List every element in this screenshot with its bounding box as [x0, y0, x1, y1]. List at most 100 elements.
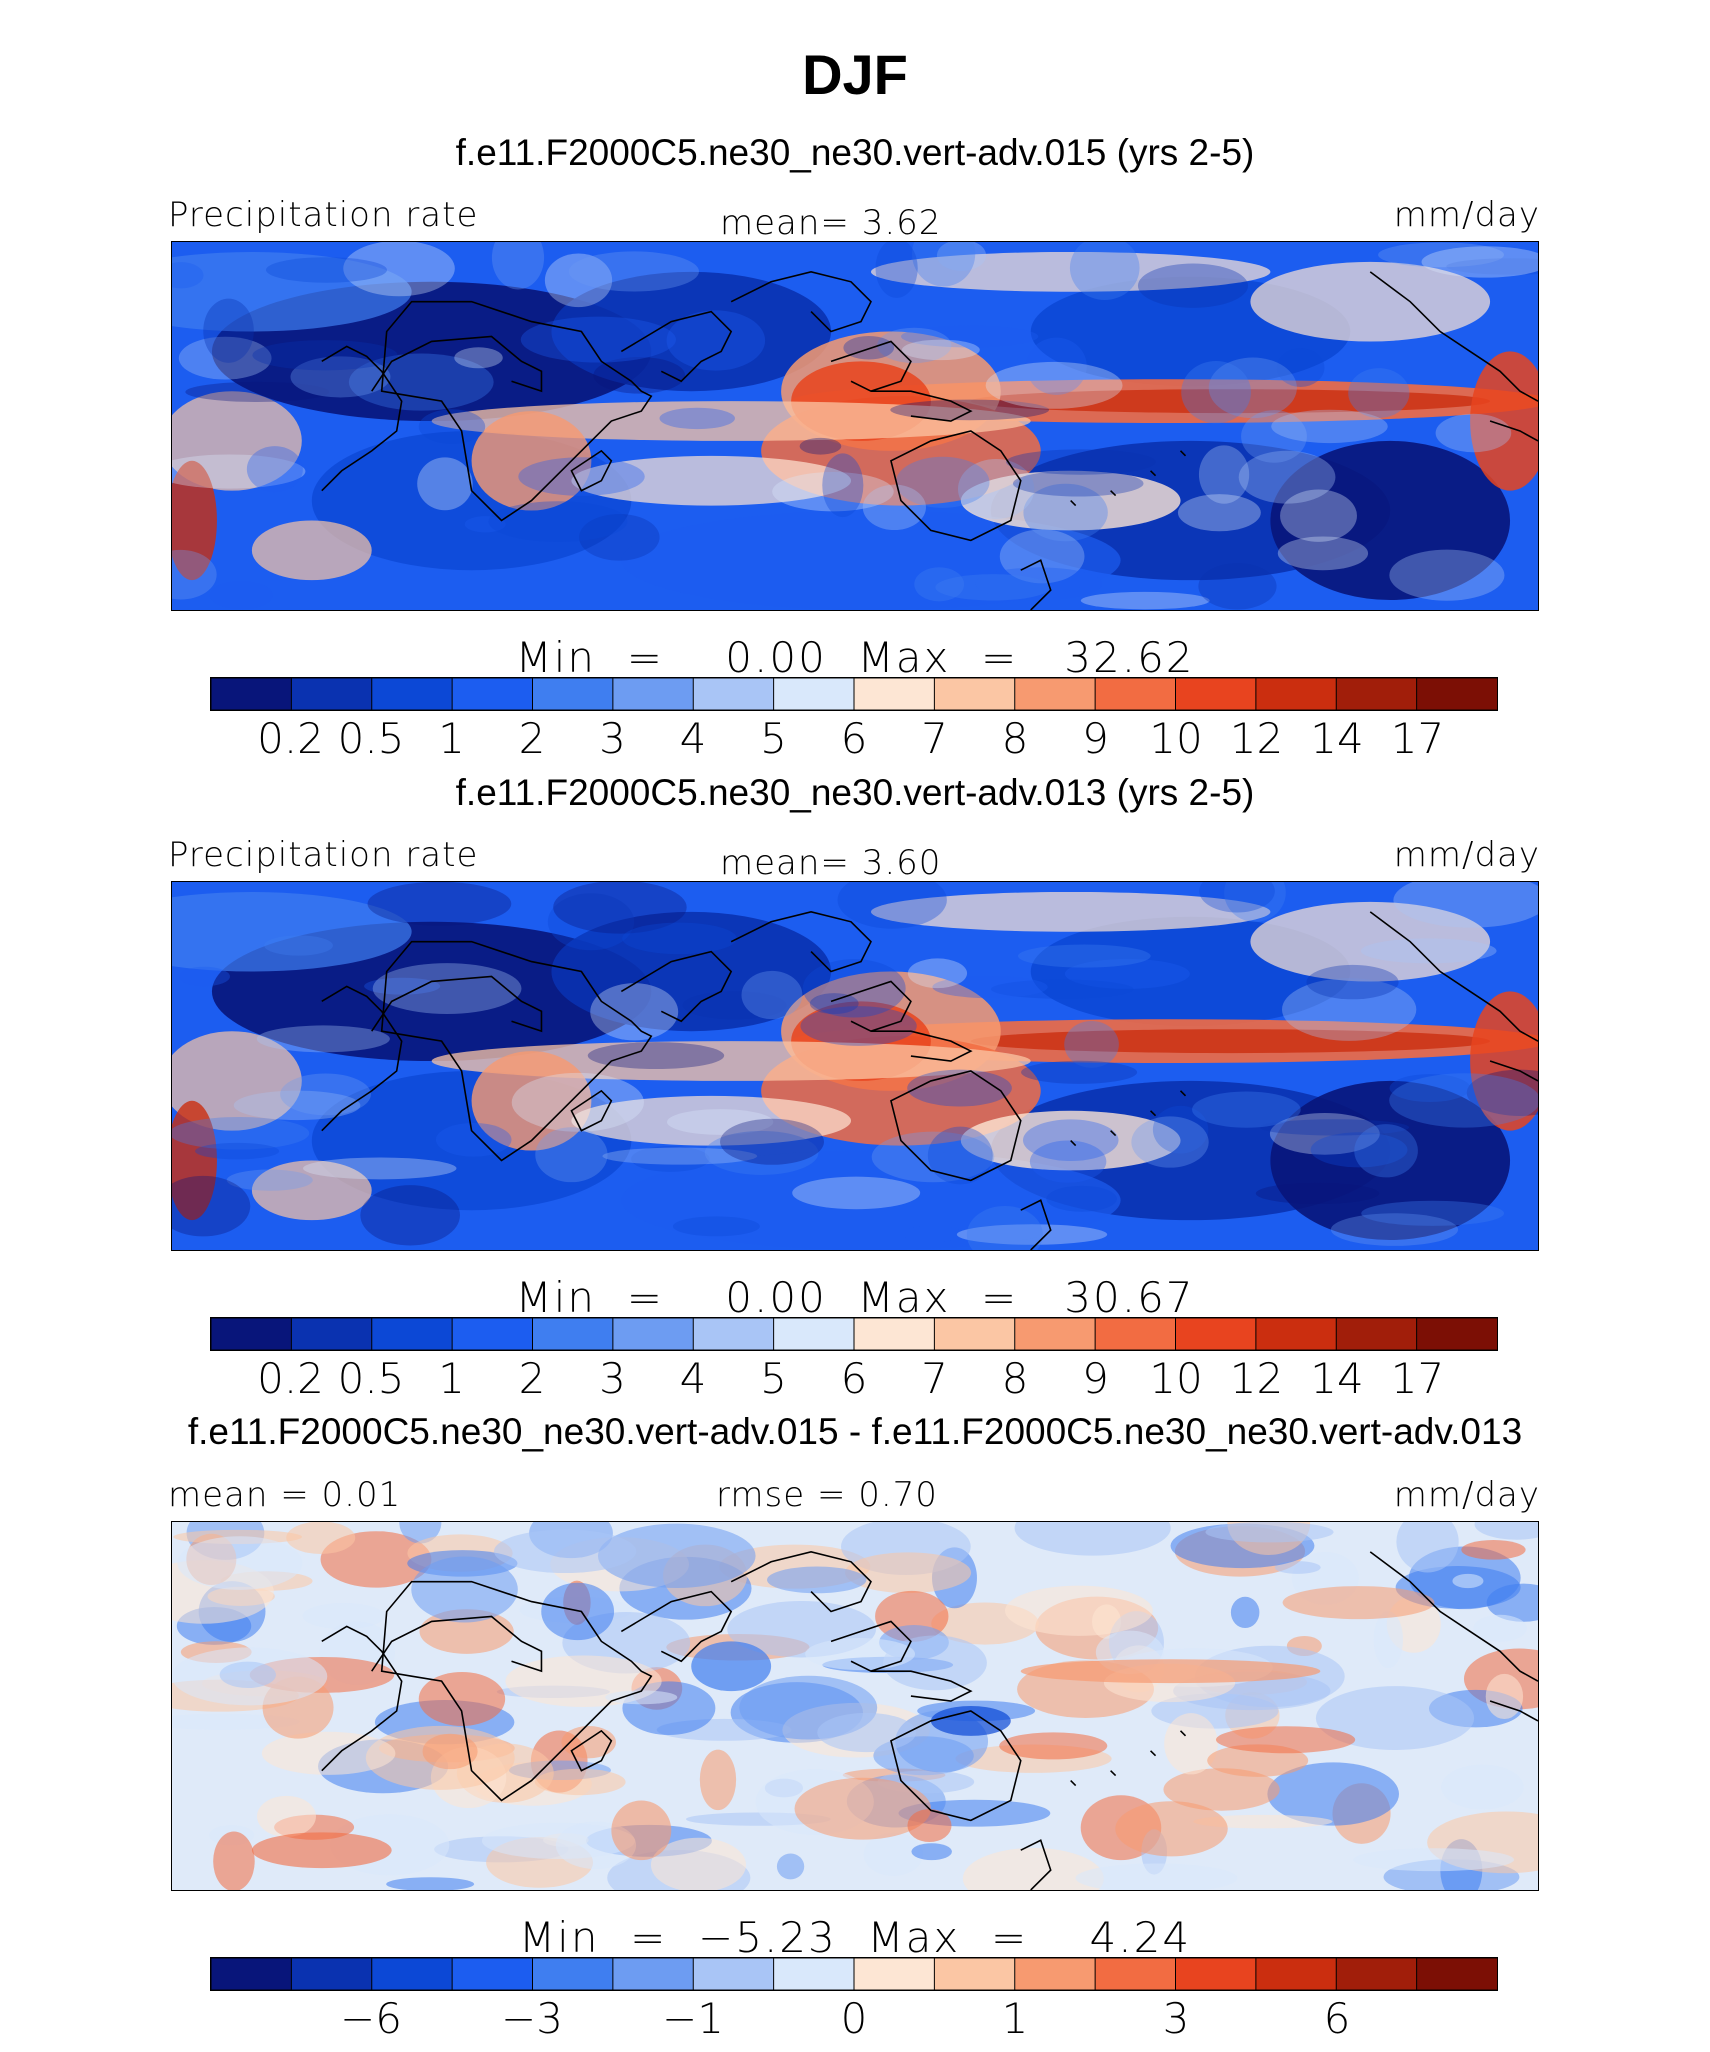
- coastline: [620, 950, 733, 1023]
- colorbar-box: [612, 1318, 695, 1350]
- field-contour: [471, 1051, 592, 1151]
- field-contour: [1046, 1185, 1117, 1212]
- colorbar-box: [371, 678, 454, 710]
- colorbar-tick-label: 10: [1149, 714, 1203, 763]
- field-contour: [561, 1726, 616, 1759]
- field-contour: [280, 1073, 371, 1116]
- colorbar-tick-label: 5: [760, 1354, 787, 1403]
- field-contour: [966, 1205, 1043, 1250]
- field-contour: [571, 1095, 852, 1146]
- field-contour: [1255, 1182, 1380, 1205]
- colorbar-box: [1416, 1318, 1497, 1350]
- field-contour: [454, 347, 503, 369]
- field-contour: [1215, 1726, 1356, 1754]
- field-contour: [1069, 242, 1140, 300]
- field-contour: [1435, 413, 1512, 453]
- field-contour: [877, 327, 952, 364]
- field-contour: [1023, 483, 1108, 542]
- field-contour: [1396, 1522, 1459, 1573]
- field-contour: [534, 1768, 626, 1796]
- field-contour: [907, 1808, 952, 1843]
- field-contour: [970, 389, 1491, 414]
- coastline: [1020, 1839, 1052, 1890]
- field-contour: [1470, 991, 1538, 1131]
- field-contour: [962, 1847, 1104, 1890]
- colorbar-box: [1255, 678, 1338, 710]
- field-contour: [172, 454, 306, 489]
- field-contour: [264, 935, 333, 956]
- field-contour: [252, 340, 398, 371]
- field-contour: [666, 310, 766, 371]
- field-contour: [178, 336, 272, 380]
- colorbar-box: [451, 1958, 534, 1990]
- colorbar-tick-label: 0.5: [337, 1354, 405, 1403]
- field-contour: [605, 1690, 678, 1705]
- panel-1-field: [172, 242, 1538, 610]
- field-contour: [621, 510, 1121, 610]
- colorbar-tick-label: 12: [1229, 714, 1284, 763]
- field-contour: [975, 567, 1103, 601]
- coastline: [870, 1030, 973, 1062]
- field-contour: [1389, 549, 1505, 601]
- panel-2-colorbar: [210, 1317, 1498, 1351]
- field-contour: [862, 484, 926, 531]
- colorbar-box: [211, 1318, 293, 1350]
- field-contour: [1205, 1522, 1334, 1543]
- field-contour: [1020, 1659, 1321, 1684]
- colorbar-tick-label: 0.2: [257, 1354, 324, 1403]
- colorbar-box: [290, 678, 373, 710]
- coastline: [1489, 1700, 1538, 1722]
- colorbar-tick-label: −1: [662, 1994, 724, 2043]
- coastline: [1369, 1551, 1538, 1682]
- field-contour: [845, 1552, 972, 1594]
- field-contour: [1373, 1611, 1404, 1668]
- field-contour: [622, 922, 737, 955]
- colorbar-box: [1094, 1318, 1177, 1350]
- field-contour: [1389, 1073, 1538, 1128]
- field-contour: [1446, 258, 1538, 275]
- field-contour: [203, 298, 254, 363]
- panel-3-minmax: Min = −5.23 Max = 4.24: [518, 1913, 1192, 1962]
- field-contour: [471, 411, 592, 511]
- colorbar-box: [1175, 1318, 1257, 1350]
- colorbar-tick-label: 0.5: [337, 714, 405, 763]
- field-contour: [587, 1042, 725, 1070]
- panel-2-variable-label: Precipitation rate: [168, 835, 479, 875]
- field-contour: [172, 1031, 302, 1131]
- colorbar-tick-label: 2: [518, 1354, 546, 1403]
- colorbar-box: [692, 1318, 775, 1350]
- field-contour: [1473, 1614, 1527, 1642]
- field-contour: [481, 1822, 636, 1859]
- colorbar-box: [1255, 1958, 1338, 1990]
- field-contour: [1026, 337, 1087, 395]
- field-contour: [895, 456, 990, 508]
- field-contour: [956, 1224, 1108, 1245]
- panel-1-colorbar: [210, 677, 1498, 711]
- field-contour: [1267, 1762, 1399, 1826]
- colorbar-box: [371, 1958, 454, 1990]
- field-contour: [257, 1795, 316, 1837]
- field-contour: [1181, 361, 1251, 424]
- field-contour: [1163, 1768, 1280, 1811]
- coastline: [730, 911, 872, 973]
- field-contour: [1004, 1585, 1153, 1636]
- field-contour: [1177, 494, 1261, 532]
- field-contour: [776, 1853, 805, 1880]
- field-contour: [411, 1556, 518, 1623]
- coastline: [870, 1670, 973, 1702]
- field-contour: [611, 1800, 672, 1861]
- colorbar-box: [1255, 1318, 1338, 1350]
- colorbar-box: [612, 1958, 695, 1990]
- field-contour: [597, 1523, 756, 1588]
- colorbar-box: [1335, 678, 1418, 710]
- field-contour: [1306, 964, 1399, 1000]
- panel-3-field: [172, 1522, 1538, 1890]
- field-contour: [493, 1529, 637, 1574]
- colorbar-box: [211, 678, 293, 710]
- colorbar-tick-label: 3: [599, 1354, 626, 1403]
- colorbar-tick-label: 17: [1390, 714, 1445, 763]
- field-contour: [1012, 470, 1144, 497]
- field-contour: [233, 1090, 361, 1121]
- panel-1-map: [171, 241, 1539, 611]
- field-contour: [172, 549, 217, 600]
